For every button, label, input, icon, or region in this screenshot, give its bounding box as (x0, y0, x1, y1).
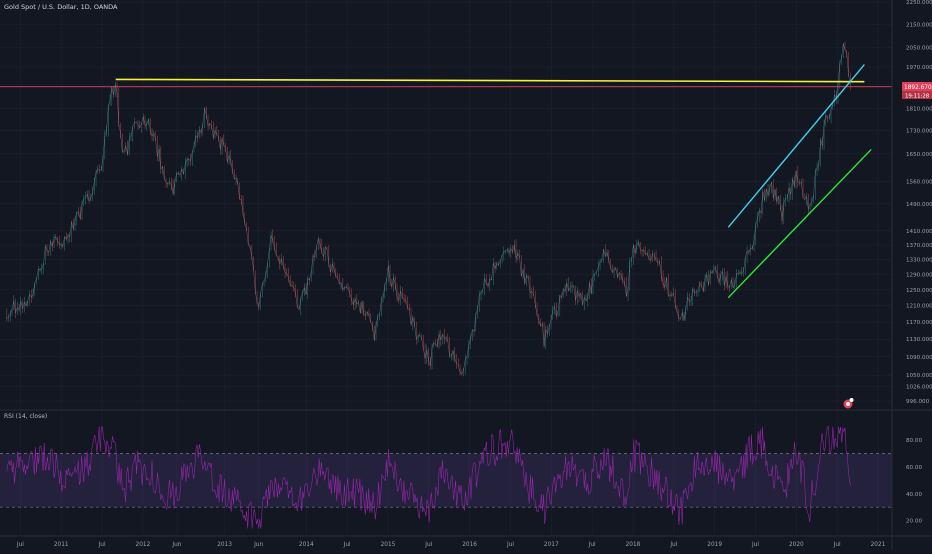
price-tick-label: 1290.000 (906, 272, 932, 278)
time-tick-label: 2017 (544, 542, 559, 548)
rsi-line (6, 426, 851, 529)
price-close-line (6, 43, 851, 375)
price-tick-label: 1170.000 (906, 320, 932, 326)
time-tick-label: 2021 (871, 542, 886, 548)
time-tick-label: 2013 (217, 542, 232, 548)
time-tick-label: Jul (98, 542, 106, 548)
time-tick-label: Jul (343, 542, 351, 548)
time-tick-label: Jul (506, 542, 514, 548)
green-channel-line (727, 148, 872, 299)
rsi-line-layer (6, 426, 851, 529)
rsi-tick-label: 20.00 (906, 519, 922, 525)
price-tick-label: 1560.000 (906, 179, 932, 185)
price-tick-label: 1050.000 (906, 373, 932, 379)
symbol-title: Gold Spot / U.S. Dollar, 1D, OANDA (4, 3, 118, 11)
price-tick-label: 996.000 (906, 399, 930, 405)
price-tick-label: 2050.000 (906, 46, 932, 52)
price-tick-label: 1090.000 (906, 355, 932, 361)
time-tick-label: 2018 (626, 542, 641, 548)
rsi-tick-label: 80.00 (906, 438, 922, 444)
price-line-layer (6, 43, 851, 375)
countdown-box (902, 91, 932, 99)
price-tick-label: 1650.000 (906, 152, 932, 158)
price-label: 1892.670 19:11:28 (902, 82, 932, 100)
time-tick-label: Jun (171, 542, 181, 548)
rsi-tick-label: 60.00 (906, 465, 922, 471)
current-price-label: 1892.670 (904, 85, 932, 91)
yellow-resistance-line (115, 78, 865, 83)
time-tick-label: Jun (253, 542, 263, 548)
price-tick-label: 1210.000 (906, 304, 932, 310)
price-tick-label: 1410.000 (906, 229, 932, 235)
price-tick-label: 1730.000 (906, 129, 932, 135)
price-tick-label: 1490.000 (906, 202, 932, 208)
time-tick-label: Jul (16, 542, 24, 548)
price-tick-label: 1370.000 (906, 243, 932, 249)
time-tick-label: Jul (833, 542, 841, 548)
alert-badge-icon[interactable] (843, 398, 854, 409)
price-tick-label: 1130.000 (906, 337, 932, 343)
time-tick-label: 2020 (789, 542, 804, 548)
countdown-label: 19:11:28 (905, 94, 930, 100)
price-tick-label: 2250.000 (906, 0, 932, 6)
rsi-title: RSI (14, close) (4, 413, 47, 420)
rsi-tick-label: 40.00 (906, 492, 922, 498)
time-tick-label: Jul (424, 542, 432, 548)
cyan-channel-line (727, 64, 865, 228)
price-tick-label: 1330.000 (906, 257, 932, 263)
time-tick-label: 2012 (136, 542, 151, 548)
price-tick-label: 1026.000 (906, 384, 932, 390)
drawings[interactable] (0, 64, 892, 299)
time-tick-label: 2011 (54, 542, 69, 548)
price-tick-label: 1810.000 (906, 107, 932, 113)
time-tick-label: 2019 (707, 542, 722, 548)
price-label-box (902, 82, 932, 91)
price-tick-label: 1970.000 (906, 65, 932, 71)
time-tick-label: 2014 (299, 542, 314, 548)
time-tick-label: Jul (751, 542, 759, 548)
time-tick-label: 2016 (462, 542, 477, 548)
time-tick-label: 2015 (381, 542, 396, 548)
time-tick-label: Jul (669, 542, 677, 548)
price-tick-label: 1250.000 (906, 288, 932, 294)
price-tick-label: 2150.000 (906, 22, 932, 28)
time-tick-label: Jul (588, 542, 596, 548)
